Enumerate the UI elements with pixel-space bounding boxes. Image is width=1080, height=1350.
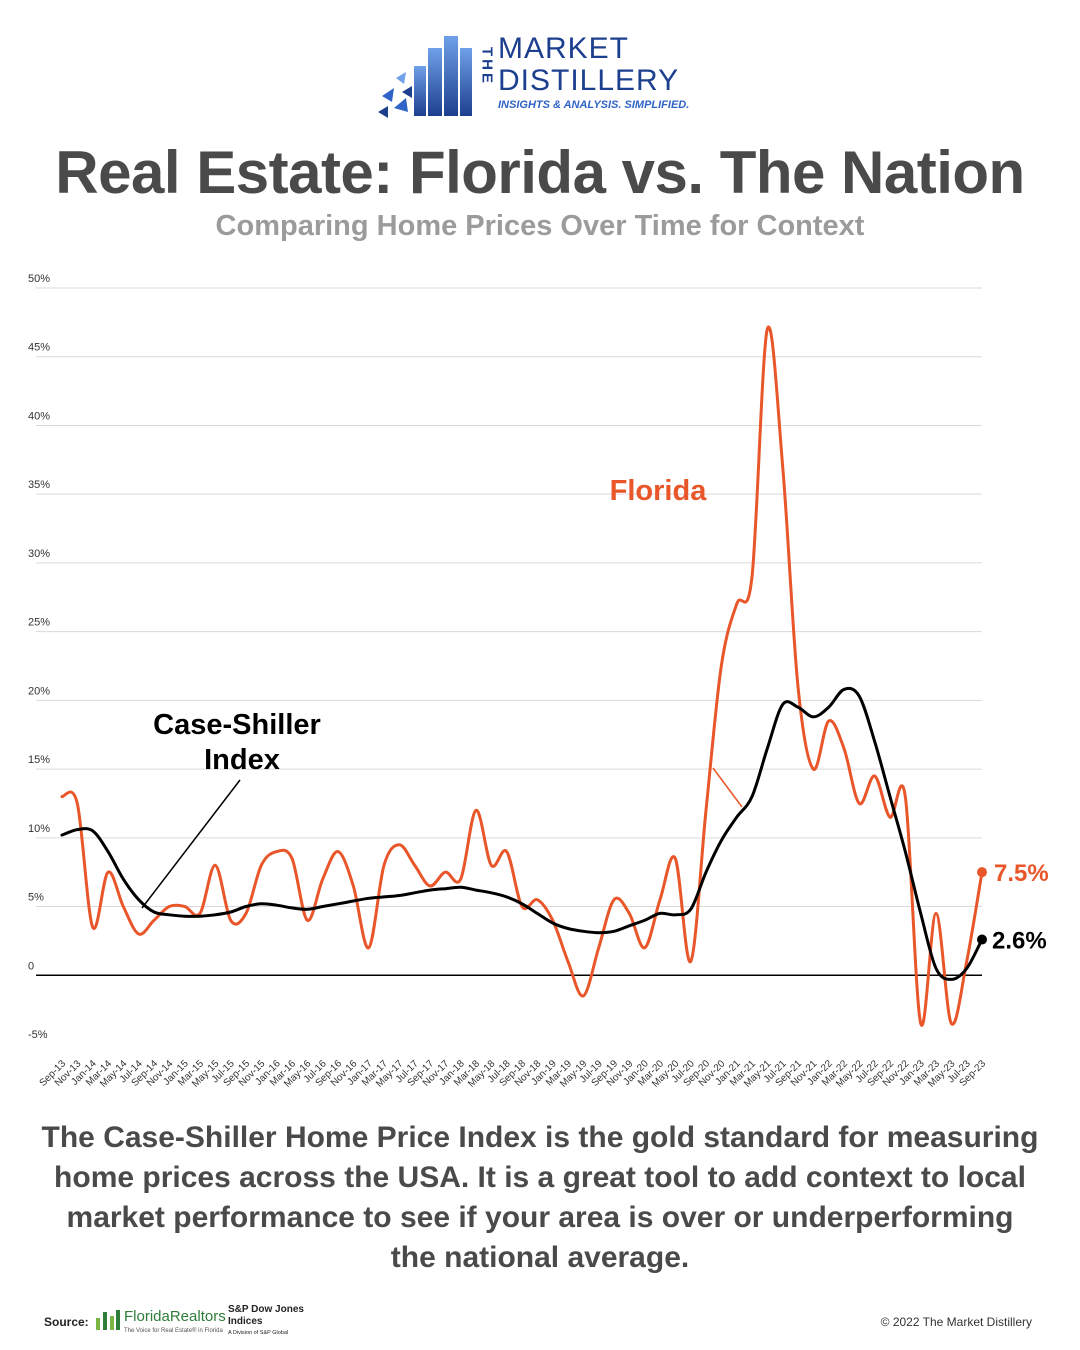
y-tick-label: 50% [28,273,50,285]
sp-name-line1: S&P Dow Jones [228,1304,304,1315]
sp-division: A Division of S&P Global [228,1330,289,1336]
brand-tagline: INSIGHTS & ANALYSIS. SIMPLIFIED. [498,99,690,111]
y-tick-label: 15% [28,754,50,766]
page-subtitle: Comparing Home Prices Over Time for Cont… [215,210,865,242]
y-tick-label: 45% [28,342,50,354]
y-axis: 50% 45% 40% 35% 30% 25% 20% 15% 10% 5% 0 -5% [28,273,50,1041]
skyline-icon [378,36,472,118]
house-icon [96,1310,120,1330]
sp-dow-jones-logo: S&P Dow Jones Indices A Division of S&P … [228,1304,318,1340]
description-text: The Case-Shiller Home Price Index is the… [41,1121,1039,1274]
case-shiller-label-line2: Index [204,744,280,776]
florida-realtors-logo: FloridaRealtors The Voice for Real Estat… [94,1304,226,1340]
case-shiller-end-label: 2.6% [992,928,1047,955]
page-title: Real Estate: Florida vs. The Nation [55,139,1025,206]
florida-end-point [977,867,987,878]
series-line-florida [60,325,984,1027]
y-tick-label: 30% [28,548,50,560]
case-shiller-leader-line [141,779,241,909]
y-tick-label: 40% [28,410,50,422]
brand-the: THE [478,47,496,86]
florida-realtors-name: FloridaRealtors [124,1308,226,1325]
y-tick-label: 10% [28,823,50,835]
copyright: © 2022 The Market Distillery [880,1315,1032,1329]
sp-name-line2: Indices [228,1316,263,1327]
florida-end-label: 7.5% [994,860,1049,887]
y-tick-label: 20% [28,685,50,697]
grid [36,287,982,908]
florida-realtors-tagline: The Voice for Real Estate® in Florida [124,1328,223,1334]
y-tick-label: -5% [28,1029,48,1041]
x-axis: Sep-13Nov-13Jan-14Mar-14May-14Jul-14Sep-… [38,1058,989,1090]
y-tick-label: 5% [28,892,44,904]
brand-distillery: DISTILLERY [498,64,680,97]
brand-logo: THE MARKET DISTILLERY INSIGHTS & ANALYSI… [374,26,714,122]
y-tick-label: 35% [28,479,50,491]
florida-leader-line [712,767,743,808]
brand-market: MARKET [498,32,630,65]
series-line-case-shiller [60,686,984,981]
line-chart: 50% 45% 40% 35% 30% 25% 20% 15% 10% 5% 0 -5% Sep-13… [28,273,1049,1090]
source-label: Source: [44,1315,89,1329]
florida-label: Florida [610,475,708,507]
case-shiller-label-line1: Case-Shiller [153,709,321,741]
case-shiller-end-point [977,934,987,945]
y-tick-label: 25% [28,617,50,629]
y-tick-label: 0 [28,960,34,972]
